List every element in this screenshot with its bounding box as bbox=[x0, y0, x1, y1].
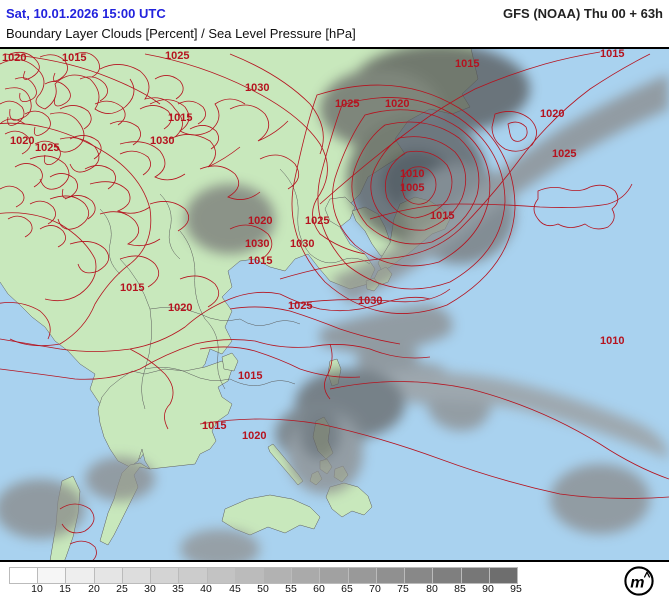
svg-text:1010: 1010 bbox=[400, 168, 424, 180]
svg-text:m: m bbox=[630, 574, 644, 591]
svg-text:1025: 1025 bbox=[35, 142, 59, 154]
svg-text:1025: 1025 bbox=[335, 98, 359, 110]
svg-text:1015: 1015 bbox=[248, 255, 272, 267]
svg-text:1030: 1030 bbox=[245, 82, 269, 94]
svg-text:1030: 1030 bbox=[245, 238, 269, 250]
svg-text:1030: 1030 bbox=[290, 238, 314, 250]
svg-text:1015: 1015 bbox=[168, 112, 192, 124]
svg-text:1025: 1025 bbox=[288, 300, 312, 312]
svg-text:1025: 1025 bbox=[305, 215, 329, 227]
svg-text:1015: 1015 bbox=[430, 210, 454, 222]
svg-text:1020: 1020 bbox=[242, 430, 266, 442]
svg-text:1025: 1025 bbox=[165, 50, 189, 62]
svg-text:1020: 1020 bbox=[385, 98, 409, 110]
svg-text:1015: 1015 bbox=[455, 58, 479, 70]
svg-text:1020: 1020 bbox=[540, 108, 564, 120]
svg-text:1020: 1020 bbox=[2, 52, 26, 64]
svg-text:1015: 1015 bbox=[62, 52, 86, 64]
svg-text:1015: 1015 bbox=[120, 282, 144, 294]
svg-text:1010: 1010 bbox=[600, 335, 624, 347]
svg-text:1030: 1030 bbox=[150, 135, 174, 147]
svg-text:1020: 1020 bbox=[10, 135, 34, 147]
svg-text:1015: 1015 bbox=[202, 420, 226, 432]
svg-text:1005: 1005 bbox=[400, 182, 424, 194]
svg-text:1020: 1020 bbox=[248, 215, 272, 227]
svg-text:1025: 1025 bbox=[552, 148, 576, 160]
svg-text:1015: 1015 bbox=[600, 49, 624, 60]
svg-text:1015: 1015 bbox=[238, 370, 262, 382]
svg-text:1020: 1020 bbox=[168, 302, 192, 314]
svg-text:1030: 1030 bbox=[358, 295, 382, 307]
